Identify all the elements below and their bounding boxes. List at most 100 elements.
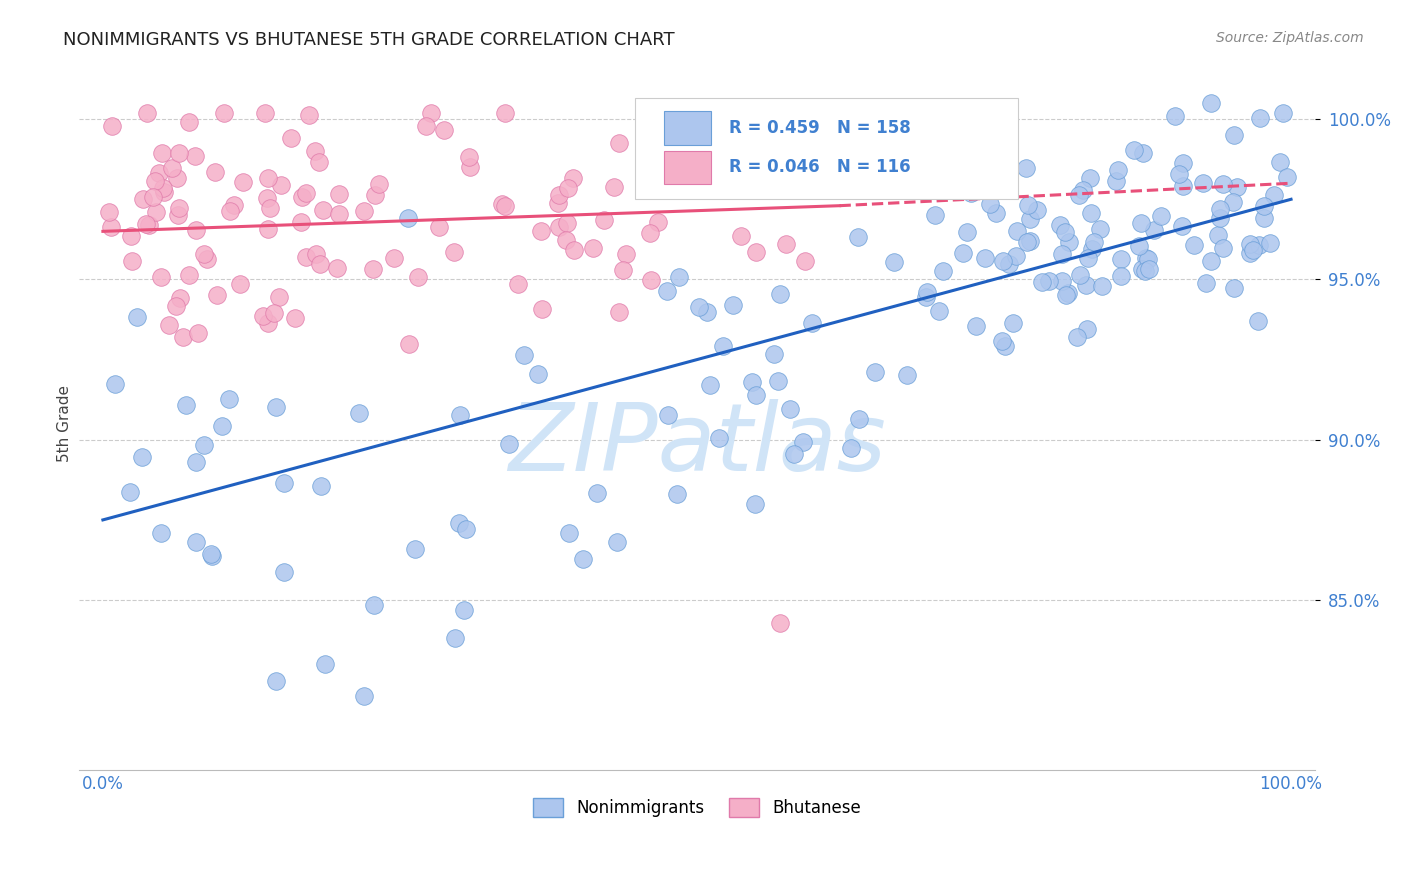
Point: [558, 526, 581, 541]
Point: [744, 498, 766, 512]
Point: [270, 178, 292, 192]
Point: [1067, 188, 1090, 202]
Point: [990, 334, 1012, 348]
Point: [1239, 246, 1261, 260]
Point: [184, 149, 207, 163]
Point: [530, 224, 553, 238]
Point: [174, 398, 197, 412]
Point: [152, 185, 174, 199]
Point: [846, 229, 869, 244]
Point: [273, 565, 295, 579]
Point: [1005, 223, 1028, 237]
Point: [149, 270, 172, 285]
Point: [745, 245, 768, 260]
Point: [832, 148, 855, 162]
Point: [612, 263, 634, 277]
Point: [1241, 244, 1264, 258]
Point: [548, 219, 571, 234]
Point: [195, 252, 218, 266]
Point: [1076, 321, 1098, 335]
Point: [193, 247, 215, 261]
Point: [1135, 251, 1157, 265]
Point: [167, 146, 190, 161]
Point: [924, 208, 946, 222]
Point: [166, 170, 188, 185]
Point: [711, 339, 734, 353]
Point: [603, 180, 626, 194]
Y-axis label: 5th Grade: 5th Grade: [58, 385, 72, 462]
Point: [179, 268, 201, 283]
Point: [184, 223, 207, 237]
Point: [1223, 128, 1246, 142]
Point: [1171, 219, 1194, 233]
Point: [353, 203, 375, 218]
Point: [526, 367, 548, 381]
Point: [688, 300, 710, 314]
Point: [1208, 227, 1230, 242]
Point: [1132, 146, 1154, 161]
Point: [896, 368, 918, 382]
Point: [782, 447, 804, 461]
Point: [548, 188, 571, 202]
Point: [1107, 162, 1129, 177]
Point: [143, 174, 166, 188]
Point: [187, 326, 209, 340]
Point: [456, 522, 478, 536]
Point: [655, 285, 678, 299]
Point: [512, 347, 534, 361]
Point: [769, 615, 792, 630]
Point: [769, 286, 792, 301]
Point: [429, 220, 451, 235]
Point: [132, 192, 155, 206]
Point: [745, 388, 768, 402]
Point: [1038, 274, 1060, 288]
FancyBboxPatch shape: [664, 151, 710, 184]
Point: [792, 435, 814, 450]
Point: [273, 476, 295, 491]
Point: [915, 285, 938, 300]
Point: [104, 377, 127, 392]
FancyBboxPatch shape: [664, 112, 710, 145]
Point: [145, 205, 167, 219]
Point: [259, 201, 281, 215]
FancyBboxPatch shape: [636, 98, 1018, 199]
Point: [956, 225, 979, 239]
Point: [177, 115, 200, 129]
Point: [562, 244, 585, 258]
Point: [1253, 199, 1275, 213]
Point: [1083, 235, 1105, 249]
Point: [201, 549, 224, 563]
Point: [932, 263, 955, 277]
Point: [458, 150, 481, 164]
Point: [846, 179, 869, 194]
Point: [979, 196, 1001, 211]
Point: [443, 245, 465, 260]
Point: [135, 105, 157, 120]
Point: [127, 310, 149, 324]
Point: [494, 199, 516, 213]
Point: [638, 226, 661, 240]
Point: [229, 277, 252, 291]
Point: [1080, 206, 1102, 220]
Point: [149, 526, 172, 541]
Point: [420, 105, 443, 120]
Point: [1209, 211, 1232, 226]
Point: [1199, 254, 1222, 268]
Point: [965, 318, 987, 333]
Point: [167, 208, 190, 222]
Point: [1226, 180, 1249, 194]
Point: [1212, 241, 1234, 255]
Point: [121, 253, 143, 268]
Point: [915, 290, 938, 304]
Point: [1066, 330, 1088, 344]
Point: [308, 257, 330, 271]
Point: [707, 431, 730, 445]
Point: [801, 317, 824, 331]
Point: [135, 217, 157, 231]
Point: [193, 438, 215, 452]
Point: [657, 408, 679, 422]
Point: [312, 202, 335, 217]
Point: [699, 378, 721, 392]
Point: [169, 202, 191, 216]
Point: [928, 303, 950, 318]
